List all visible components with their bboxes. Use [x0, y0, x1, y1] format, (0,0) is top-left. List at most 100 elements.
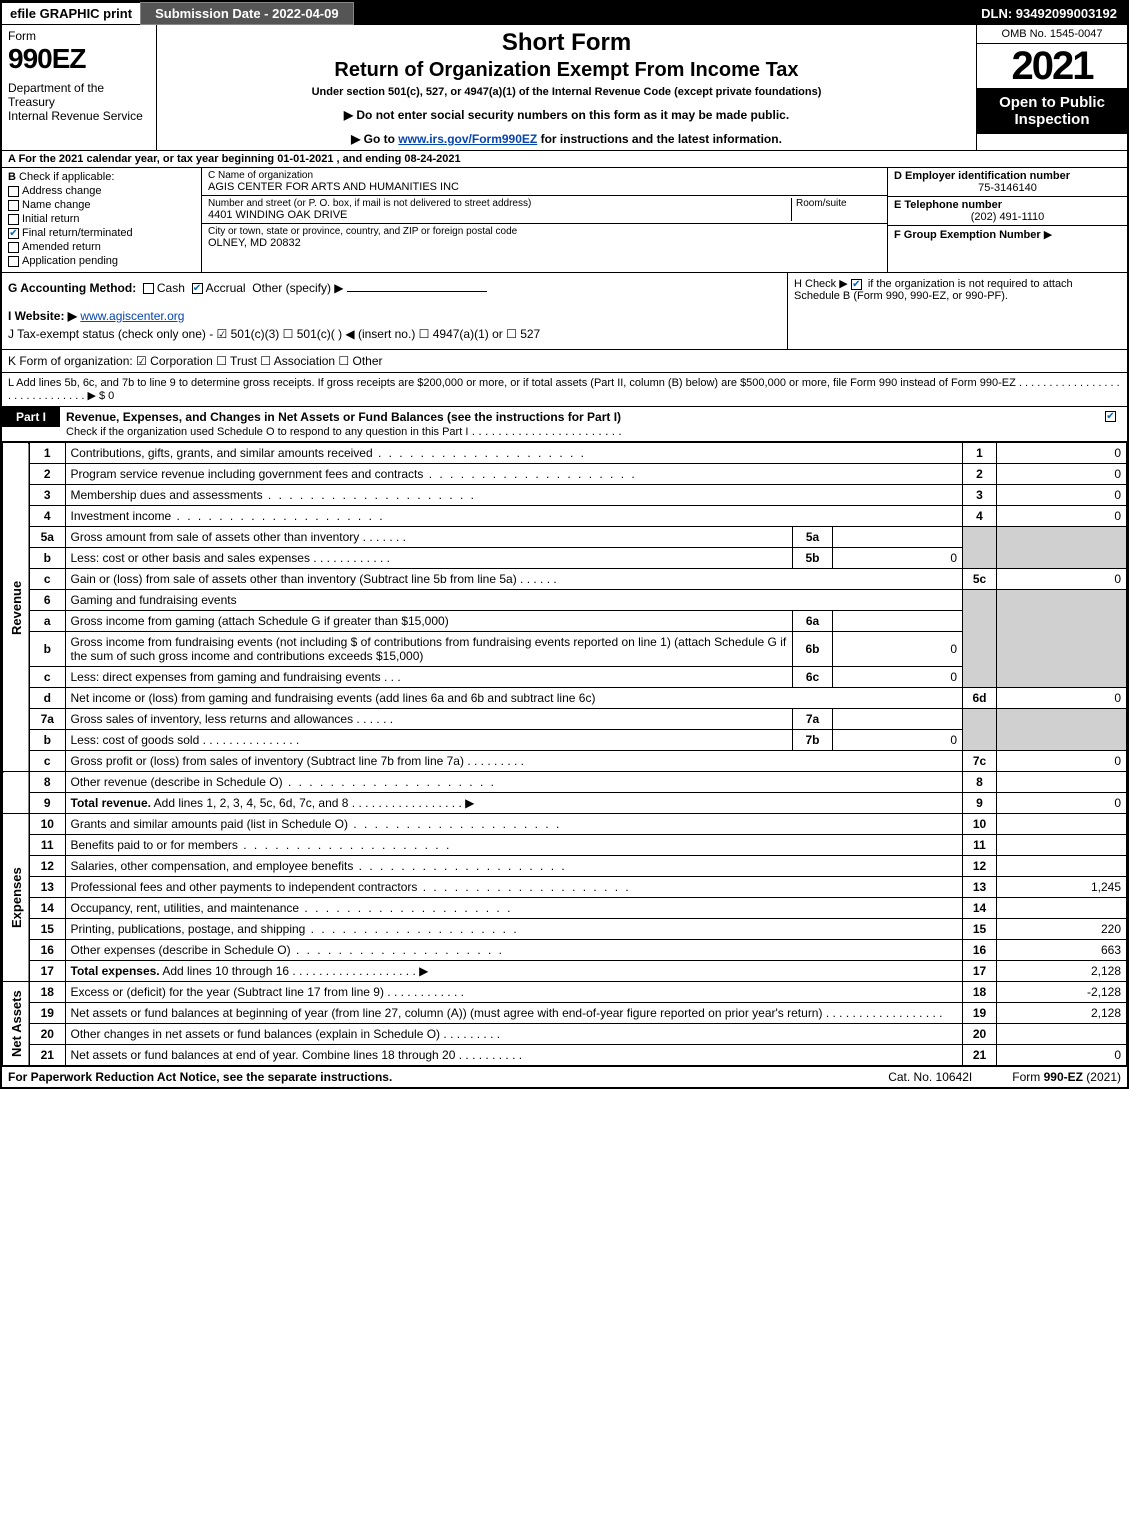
line-16-box: 16: [963, 940, 997, 961]
city-state-zip: OLNEY, MD 20832: [208, 237, 881, 249]
d-label: D Employer identification number: [894, 170, 1121, 182]
check-cash[interactable]: [143, 283, 154, 294]
line-6d-box: 6d: [963, 688, 997, 709]
line-6b-subamt: 0: [833, 632, 963, 667]
check-if-label: Check if applicable:: [19, 171, 114, 183]
line-20-desc: Other changes in net assets or fund bala…: [71, 1027, 441, 1041]
line-7a-desc: Gross sales of inventory, less returns a…: [71, 712, 354, 726]
line-5b-num: b: [29, 548, 65, 569]
line-9-num: 9: [29, 793, 65, 814]
h-label: H Check ▶: [794, 278, 848, 290]
line-18-amt: -2,128: [997, 982, 1127, 1003]
accrual-label: Accrual: [206, 281, 246, 295]
header-left-block: Form 990EZ Department of the Treasury In…: [2, 25, 157, 150]
line-20-num: 20: [29, 1024, 65, 1045]
rev-side-cont: [3, 772, 30, 814]
irs-link[interactable]: www.irs.gov/Form990EZ: [398, 132, 537, 146]
check-h[interactable]: [851, 279, 862, 290]
subtitle: Under section 501(c), 527, or 4947(a)(1)…: [165, 86, 968, 98]
section-def-block: D Employer identification number 75-3146…: [887, 168, 1127, 272]
phone-value: (202) 491-1110: [894, 211, 1121, 223]
check-name-label: Name change: [22, 199, 91, 211]
line-6d-amt: 0: [997, 688, 1127, 709]
line-20-box: 20: [963, 1024, 997, 1045]
line-1-box: 1: [963, 443, 997, 464]
line-19-desc: Net assets or fund balances at beginning…: [71, 1006, 823, 1020]
form-number: 990EZ: [8, 43, 150, 75]
other-input[interactable]: [347, 291, 487, 292]
line-21-desc: Net assets or fund balances at end of ye…: [71, 1048, 456, 1062]
line-5c-desc: Gain or (loss) from sale of assets other…: [71, 572, 517, 586]
check-address-label: Address change: [22, 185, 102, 197]
line-18-num: 18: [29, 982, 65, 1003]
check-amended[interactable]: [8, 242, 19, 253]
line-6a-desc: Gross income from gaming (attach Schedul…: [65, 611, 793, 632]
row-l: L Add lines 5b, 6c, and 7b to line 9 to …: [2, 373, 1127, 407]
line-7c-amt: 0: [997, 751, 1127, 772]
expenses-side-label: Expenses: [3, 814, 30, 982]
line-15-desc: Printing, publications, postage, and shi…: [71, 922, 306, 936]
line-19-num: 19: [29, 1003, 65, 1024]
note-ssn: ▶ Do not enter social security numbers o…: [165, 108, 968, 122]
note-goto: ▶ Go to www.irs.gov/Form990EZ for instru…: [165, 132, 968, 146]
row-j: J Tax-exempt status (check only one) - ☑…: [8, 327, 781, 341]
line-7b-desc: Less: cost of goods sold: [71, 733, 200, 747]
line-3-amt: 0: [997, 485, 1127, 506]
other-label: Other (specify) ▶: [252, 281, 343, 295]
line-12-num: 12: [29, 856, 65, 877]
line-17-num: 17: [29, 961, 65, 982]
cash-label: Cash: [157, 281, 185, 295]
efile-label: efile GRAPHIC print: [2, 3, 140, 24]
line-2-box: 2: [963, 464, 997, 485]
check-final[interactable]: [8, 228, 19, 239]
dln-number: DLN: 93492099003192: [971, 3, 1127, 24]
line-1-desc: Contributions, gifts, grants, and simila…: [71, 446, 373, 460]
line-7b-subamt: 0: [833, 730, 963, 751]
line-5ab-amt-shade: [997, 527, 1127, 569]
row-a-calendar: A For the 2021 calendar year, or tax yea…: [2, 151, 1127, 168]
check-address[interactable]: [8, 186, 19, 197]
part-1-header: Part I Revenue, Expenses, and Changes in…: [2, 407, 1127, 442]
line-6d-num: d: [29, 688, 65, 709]
line-5c-amt: 0: [997, 569, 1127, 590]
ein-value: 75-3146140: [894, 182, 1121, 194]
line-2-amt: 0: [997, 464, 1127, 485]
check-pending[interactable]: [8, 256, 19, 267]
footer-catno: Cat. No. 10642I: [888, 1070, 972, 1084]
check-part1-o[interactable]: [1105, 411, 1116, 422]
line-7b-num: b: [29, 730, 65, 751]
top-bar: efile GRAPHIC print Submission Date - 20…: [2, 2, 1127, 25]
line-19-amt: 2,128: [997, 1003, 1127, 1024]
dept-treasury: Department of the Treasury Internal Reve…: [8, 81, 150, 123]
line-6b-desc: Gross income from fundraising events (no…: [65, 632, 793, 667]
line-5c-num: c: [29, 569, 65, 590]
line-1-num: 1: [29, 443, 65, 464]
section-g: G Accounting Method: Cash Accrual Other …: [2, 273, 787, 349]
line-13-num: 13: [29, 877, 65, 898]
line-14-num: 14: [29, 898, 65, 919]
line-7a-num: 7a: [29, 709, 65, 730]
line-5a-desc: Gross amount from sale of assets other t…: [71, 530, 360, 544]
form-990ez-document: efile GRAPHIC print Submission Date - 20…: [0, 0, 1129, 1089]
line-10-num: 10: [29, 814, 65, 835]
line-11-box: 11: [963, 835, 997, 856]
line-3-num: 3: [29, 485, 65, 506]
part-1-sub: Check if the organization used Schedule …: [66, 426, 468, 438]
i-label: I Website: ▶: [8, 309, 77, 323]
netassets-side-label: Net Assets: [3, 982, 30, 1066]
line-16-num: 16: [29, 940, 65, 961]
check-initial[interactable]: [8, 214, 19, 225]
check-name[interactable]: [8, 200, 19, 211]
open-public: Open to Public Inspection: [977, 88, 1127, 134]
check-accrual[interactable]: [192, 283, 203, 294]
website-link[interactable]: www.agiscenter.org: [80, 309, 184, 323]
line-10-amt: [997, 814, 1127, 835]
line-6d-desc: Net income or (loss) from gaming and fun…: [65, 688, 963, 709]
header-right-block: OMB No. 1545-0047 2021 Open to Public In…: [977, 25, 1127, 150]
line-8-box: 8: [963, 772, 997, 793]
line-14-desc: Occupancy, rent, utilities, and maintena…: [71, 901, 300, 915]
line-21-num: 21: [29, 1045, 65, 1066]
part1-table: Revenue 1 Contributions, gifts, grants, …: [2, 442, 1127, 1066]
line-5b-subamt: 0: [833, 548, 963, 569]
line-12-amt: [997, 856, 1127, 877]
